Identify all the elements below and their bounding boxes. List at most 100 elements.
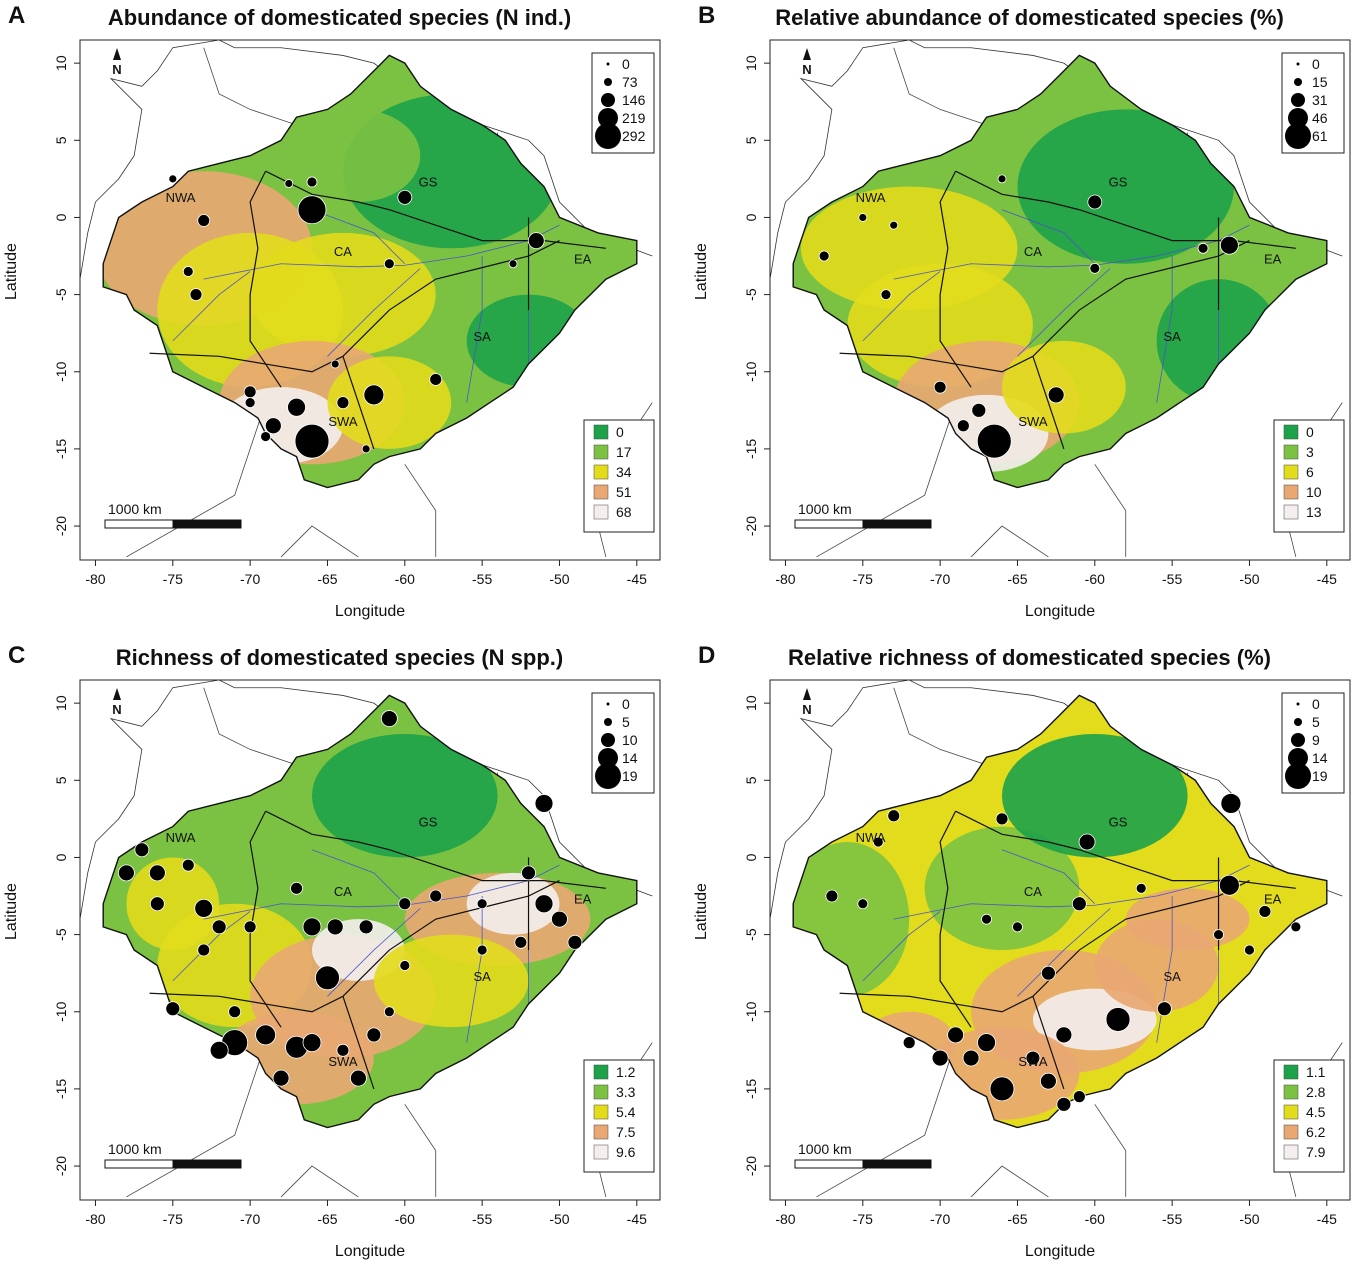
y-tick-label: -20 xyxy=(743,516,759,536)
y-axis-label: Latitude xyxy=(3,883,20,940)
site-circle xyxy=(1258,905,1272,918)
region-border xyxy=(342,356,375,450)
site-circle xyxy=(197,214,211,227)
site-circle xyxy=(134,842,150,858)
color-legend-value: 7.9 xyxy=(1306,1144,1326,1160)
site-circle xyxy=(476,944,488,956)
size-legend-value: 15 xyxy=(1312,74,1328,90)
region-border xyxy=(839,992,1034,1013)
x-tick-label: -55 xyxy=(472,571,492,587)
panel-title: Relative richness of domesticated specie… xyxy=(788,645,1271,670)
coastline xyxy=(79,679,653,920)
site-circle xyxy=(398,897,412,911)
x-tick-label: -45 xyxy=(1317,571,1337,587)
region-label-gs: GS xyxy=(419,815,438,830)
panel-a: NWA GS CA EA SA SWA -80 -75 -70 -65 -60 -55 -50 -45 10… xyxy=(0,0,679,632)
size-legend-value: 146 xyxy=(622,92,646,108)
y-tick-label: 5 xyxy=(743,776,759,784)
site-circle xyxy=(399,960,411,971)
x-tick-label: -50 xyxy=(549,1211,569,1227)
field-patch xyxy=(1002,340,1126,434)
region-border xyxy=(342,240,560,357)
region-label-nwa: NWA xyxy=(166,190,196,205)
site-circle xyxy=(209,1040,229,1060)
y-tick-label: -5 xyxy=(743,928,759,941)
region-border xyxy=(1032,240,1250,357)
scale-bar-black xyxy=(862,1159,932,1169)
x-tick-label: -75 xyxy=(853,1211,873,1227)
color-legend-swatch xyxy=(593,1144,609,1160)
x-tick-label: -70 xyxy=(240,571,260,587)
country-border xyxy=(404,464,437,557)
panel-title: Abundance of domesticated species (N ind… xyxy=(107,5,572,30)
scale-bar-black xyxy=(862,519,932,529)
color-legend-swatch xyxy=(1283,1144,1299,1160)
x-tick-label: -60 xyxy=(1085,571,1105,587)
region-border xyxy=(1032,996,1065,1090)
site-circle xyxy=(306,176,318,188)
region-border xyxy=(149,352,344,373)
site-circle xyxy=(1197,242,1209,254)
site-circle xyxy=(1105,1007,1131,1032)
y-tick-label: 0 xyxy=(743,213,759,221)
river xyxy=(172,911,251,982)
x-tick-label: -65 xyxy=(317,571,337,587)
site-circle xyxy=(358,919,374,935)
scale-bar-label: 1000 km xyxy=(798,1141,852,1157)
north-label: N xyxy=(802,702,811,717)
y-tick-label: -20 xyxy=(53,516,69,536)
x-tick-label: -80 xyxy=(775,571,795,587)
river xyxy=(862,911,941,982)
country-border xyxy=(280,525,359,558)
river xyxy=(1001,209,1096,265)
site-circle xyxy=(872,836,884,848)
site-circle xyxy=(290,881,303,895)
color-legend-value: 0 xyxy=(1306,424,1314,440)
region-border xyxy=(149,992,344,1013)
site-circle xyxy=(361,444,371,454)
size-legend-symbol xyxy=(1285,763,1311,789)
color-legend-value: 2.8 xyxy=(1306,1084,1326,1100)
site-circle xyxy=(260,431,272,442)
site-circle xyxy=(383,1006,395,1018)
amazonia-outline xyxy=(102,54,638,489)
river xyxy=(466,256,483,403)
site-circle xyxy=(336,396,350,410)
color-legend-value: 1.2 xyxy=(616,1064,636,1080)
site-circle xyxy=(189,288,203,301)
panel-title: Relative abundance of domesticated speci… xyxy=(775,5,1284,30)
x-tick-label: -65 xyxy=(1007,571,1027,587)
site-circle xyxy=(197,943,211,957)
site-circle xyxy=(989,1076,1015,1102)
size-legend-symbol xyxy=(1296,702,1300,706)
y-tick-label: -15 xyxy=(743,1079,759,1099)
size-legend-value: 61 xyxy=(1312,128,1328,144)
region-label-sa: SA xyxy=(1163,969,1181,984)
site-circle xyxy=(1071,896,1087,912)
site-circle xyxy=(429,889,443,903)
site-circle xyxy=(902,1036,916,1050)
color-legend-value: 34 xyxy=(616,464,632,480)
region-border xyxy=(265,810,606,889)
coastline xyxy=(769,679,1343,920)
north-arrow-icon xyxy=(803,688,811,700)
color-legend-swatch xyxy=(1283,1104,1299,1120)
region-label-ea: EA xyxy=(574,252,592,267)
field-patch xyxy=(296,109,421,203)
site-circle xyxy=(1039,1072,1057,1090)
size-legend-value: 10 xyxy=(622,732,638,748)
site-circle xyxy=(1078,833,1096,851)
x-tick-label: -75 xyxy=(163,571,183,587)
site-circle xyxy=(182,266,194,277)
site-circle xyxy=(976,423,1012,459)
site-circle xyxy=(349,1069,367,1087)
field-patch xyxy=(1002,734,1188,858)
site-circle xyxy=(330,359,340,369)
site-circle xyxy=(228,1005,242,1019)
x-tick-label: -65 xyxy=(1007,1211,1027,1227)
site-circle xyxy=(1089,262,1101,274)
color-legend-swatch xyxy=(593,1124,609,1140)
site-circle xyxy=(363,384,385,406)
site-circle xyxy=(264,417,282,435)
